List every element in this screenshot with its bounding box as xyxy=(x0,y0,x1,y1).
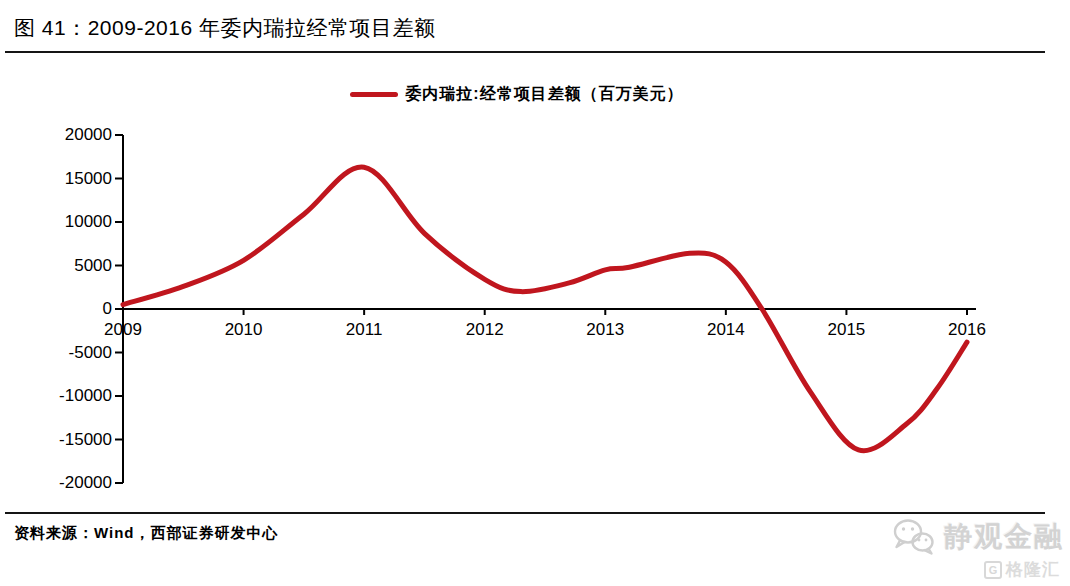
series-line xyxy=(123,167,967,451)
chart-axes xyxy=(115,135,976,483)
y-axis-tick-label: 0 xyxy=(8,300,112,318)
watermark: 静观金融 G 格隆汇 xyxy=(834,517,1064,581)
watermark-platform: 格隆汇 xyxy=(1006,558,1060,581)
x-axis-tick-label: 2016 xyxy=(932,321,1002,339)
wechat-icon xyxy=(890,517,938,557)
x-axis-tick-label: 2011 xyxy=(329,321,399,339)
gelonghui-logo: G xyxy=(984,561,1002,579)
x-axis-tick-label: 2015 xyxy=(811,321,881,339)
y-axis-tick-label: -15000 xyxy=(8,431,112,449)
x-axis-tick-label: 2010 xyxy=(209,321,279,339)
y-axis-tick-label: 20000 xyxy=(8,126,112,144)
chart-canvas xyxy=(0,0,1070,586)
y-axis-tick-label: 10000 xyxy=(8,213,112,231)
source-note: 资料来源：Wind，西部证券研发中心 xyxy=(14,524,279,543)
y-axis-tick-label: -20000 xyxy=(8,474,112,492)
figure-page: 图 41：2009-2016 年委内瑞拉经常项目差额 委内瑞拉:经常项目差额（百… xyxy=(0,0,1070,586)
watermark-platform-row: G 格隆汇 xyxy=(834,558,1064,581)
y-axis-tick-label: -5000 xyxy=(8,344,112,362)
x-axis-tick-label: 2014 xyxy=(691,321,761,339)
x-axis-tick-label: 2009 xyxy=(88,321,158,339)
footer-divider xyxy=(5,512,1045,514)
y-axis-tick-label: 15000 xyxy=(8,170,112,188)
watermark-brand-row: 静观金融 xyxy=(834,517,1064,557)
y-axis-tick-label: -10000 xyxy=(8,387,112,405)
current-account-line-chart: 20000 15000 10000 5000 0 -5000 -10000 -1… xyxy=(0,0,1070,586)
x-axis-tick-label: 2012 xyxy=(450,321,520,339)
watermark-brand: 静观金融 xyxy=(944,518,1064,556)
y-axis-tick-label: 5000 xyxy=(8,257,112,275)
x-axis-tick-label: 2013 xyxy=(570,321,640,339)
